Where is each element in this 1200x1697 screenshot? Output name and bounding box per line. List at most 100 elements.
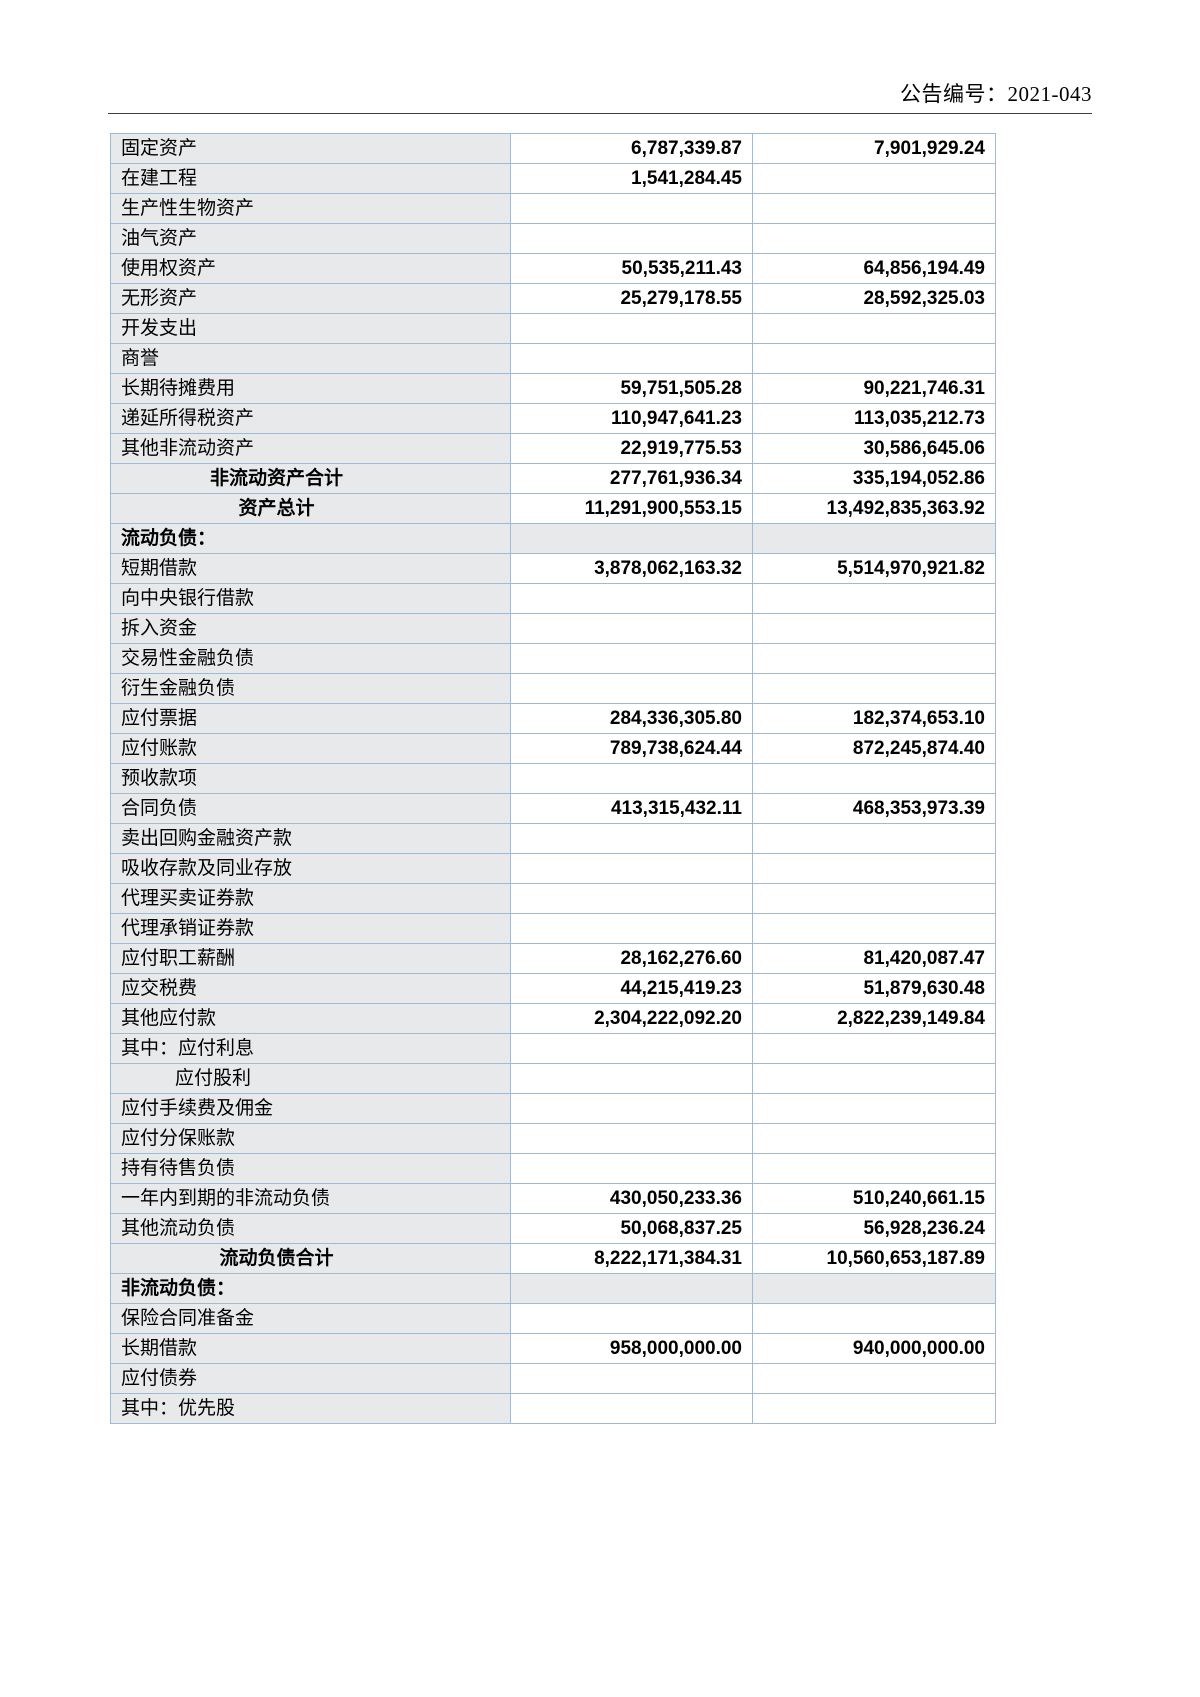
row-value-period2 [752, 883, 996, 914]
row-label: 衍生金融负债 [110, 673, 511, 704]
row-value-period1 [510, 193, 753, 224]
row-value-period2 [752, 223, 996, 254]
row-label: 其中：优先股 [110, 1393, 511, 1424]
row-value-period2 [752, 673, 996, 704]
row-label: 无形资产 [110, 283, 511, 314]
row-value-period2 [752, 193, 996, 224]
table-body: 固定资产 6,787,339.87 7,901,929.24 在建工程 1,541,28… [110, 133, 996, 1424]
row-value-period1: 2,304,222,092.20 [510, 1003, 753, 1034]
row-label: 短期借款 [110, 553, 511, 584]
row-value-period2 [752, 1093, 996, 1124]
row-label: 应付债券 [110, 1363, 511, 1394]
row-value-period1 [510, 1363, 753, 1394]
row-value-period1: 413,315,432.11 [510, 793, 753, 824]
row-label: 卖出回购金融资产款 [110, 823, 511, 854]
row-label: 使用权资产 [110, 253, 511, 284]
row-value-period1: 11,291,900,553.15 [510, 493, 753, 524]
row-value-period1 [510, 883, 753, 914]
row-label: 非流动资产合计 [110, 463, 511, 494]
table-row: 向中央银行借款 [110, 583, 996, 614]
row-label: 油气资产 [110, 223, 511, 254]
table-row: 非流动负债： [110, 1273, 996, 1304]
table-row: 应付账款 789,738,624.44 872,245,874.40 [110, 733, 996, 764]
row-value-period2: 2,822,239,149.84 [752, 1003, 996, 1034]
table-row: 应交税费 44,215,419.23 51,879,630.48 [110, 973, 996, 1004]
row-value-period2: 940,000,000.00 [752, 1333, 996, 1364]
row-value-period2 [752, 1063, 996, 1094]
table-row: 资产总计 11,291,900,553.15 13,492,835,363.92 [110, 493, 996, 524]
table-row: 应付职工薪酬 28,162,276.60 81,420,087.47 [110, 943, 996, 974]
row-value-period2: 872,245,874.40 [752, 733, 996, 764]
table-row: 商誉 [110, 343, 996, 374]
row-label: 长期借款 [110, 1333, 511, 1364]
row-label: 流动负债合计 [110, 1243, 511, 1274]
row-value-period1 [510, 673, 753, 704]
table-row: 在建工程 1,541,284.45 [110, 163, 996, 194]
table-row: 其他非流动资产 22,919,775.53 30,586,645.06 [110, 433, 996, 464]
row-label: 其他应付款 [110, 1003, 511, 1034]
row-label: 递延所得税资产 [110, 403, 511, 434]
row-value-period1: 50,068,837.25 [510, 1213, 753, 1244]
row-label: 流动负债： [110, 523, 511, 554]
row-label: 持有待售负债 [110, 1153, 511, 1184]
row-value-period1 [510, 1063, 753, 1094]
row-value-period1 [510, 1033, 753, 1064]
header-divider [108, 113, 1092, 114]
table-row: 合同负债 413,315,432.11 468,353,973.39 [110, 793, 996, 824]
table-row: 代理买卖证券款 [110, 883, 996, 914]
row-value-period2 [752, 343, 996, 374]
row-value-period2 [752, 1033, 996, 1064]
table-row: 持有待售负债 [110, 1153, 996, 1184]
row-value-period1 [510, 313, 753, 344]
table-row: 一年内到期的非流动负债 430,050,233.36 510,240,661.15 [110, 1183, 996, 1214]
row-value-period2 [752, 853, 996, 884]
row-label: 应交税费 [110, 973, 511, 1004]
table-row: 油气资产 [110, 223, 996, 254]
row-label: 应付股利 [110, 1063, 511, 1094]
row-value-period1 [510, 823, 753, 854]
row-value-period1 [510, 523, 753, 554]
row-value-period1 [510, 583, 753, 614]
table-row: 应付债券 [110, 1363, 996, 1394]
row-label: 吸收存款及同业存放 [110, 853, 511, 884]
row-value-period2: 5,514,970,921.82 [752, 553, 996, 584]
row-value-period1: 430,050,233.36 [510, 1183, 753, 1214]
row-value-period1: 277,761,936.34 [510, 463, 753, 494]
row-value-period2: 56,928,236.24 [752, 1213, 996, 1244]
row-value-period1: 59,751,505.28 [510, 373, 753, 404]
row-label: 代理买卖证券款 [110, 883, 511, 914]
row-value-period1: 28,162,276.60 [510, 943, 753, 974]
row-value-period2: 510,240,661.15 [752, 1183, 996, 1214]
table-row: 其他流动负债 50,068,837.25 56,928,236.24 [110, 1213, 996, 1244]
row-value-period1: 958,000,000.00 [510, 1333, 753, 1364]
row-value-period1 [510, 1093, 753, 1124]
table-row: 保险合同准备金 [110, 1303, 996, 1334]
row-value-period2 [752, 313, 996, 344]
row-label: 保险合同准备金 [110, 1303, 511, 1334]
row-value-period2 [752, 643, 996, 674]
balance-sheet-table: 固定资产 6,787,339.87 7,901,929.24 在建工程 1,541,28… [110, 133, 996, 1424]
row-value-period2 [752, 1153, 996, 1184]
balance-sheet-table-container: 固定资产 6,787,339.87 7,901,929.24 在建工程 1,541,28… [110, 133, 996, 1424]
table-row: 其中：应付利息 [110, 1033, 996, 1064]
row-value-period2 [752, 823, 996, 854]
row-value-period1 [510, 613, 753, 644]
row-label: 应付票据 [110, 703, 511, 734]
row-value-period1 [510, 853, 753, 884]
row-value-period2 [752, 523, 996, 554]
table-row: 其中：优先股 [110, 1393, 996, 1424]
table-row: 交易性金融负债 [110, 643, 996, 674]
row-value-period2 [752, 1303, 996, 1334]
row-value-period2 [752, 163, 996, 194]
row-label: 应付职工薪酬 [110, 943, 511, 974]
table-row: 流动负债： [110, 523, 996, 554]
row-value-period1 [510, 343, 753, 374]
row-value-period2 [752, 763, 996, 794]
row-value-period2: 182,374,653.10 [752, 703, 996, 734]
row-value-period2: 468,353,973.39 [752, 793, 996, 824]
row-label: 其他流动负债 [110, 1213, 511, 1244]
row-value-period1: 789,738,624.44 [510, 733, 753, 764]
row-label: 生产性生物资产 [110, 193, 511, 224]
row-label: 商誉 [110, 343, 511, 374]
